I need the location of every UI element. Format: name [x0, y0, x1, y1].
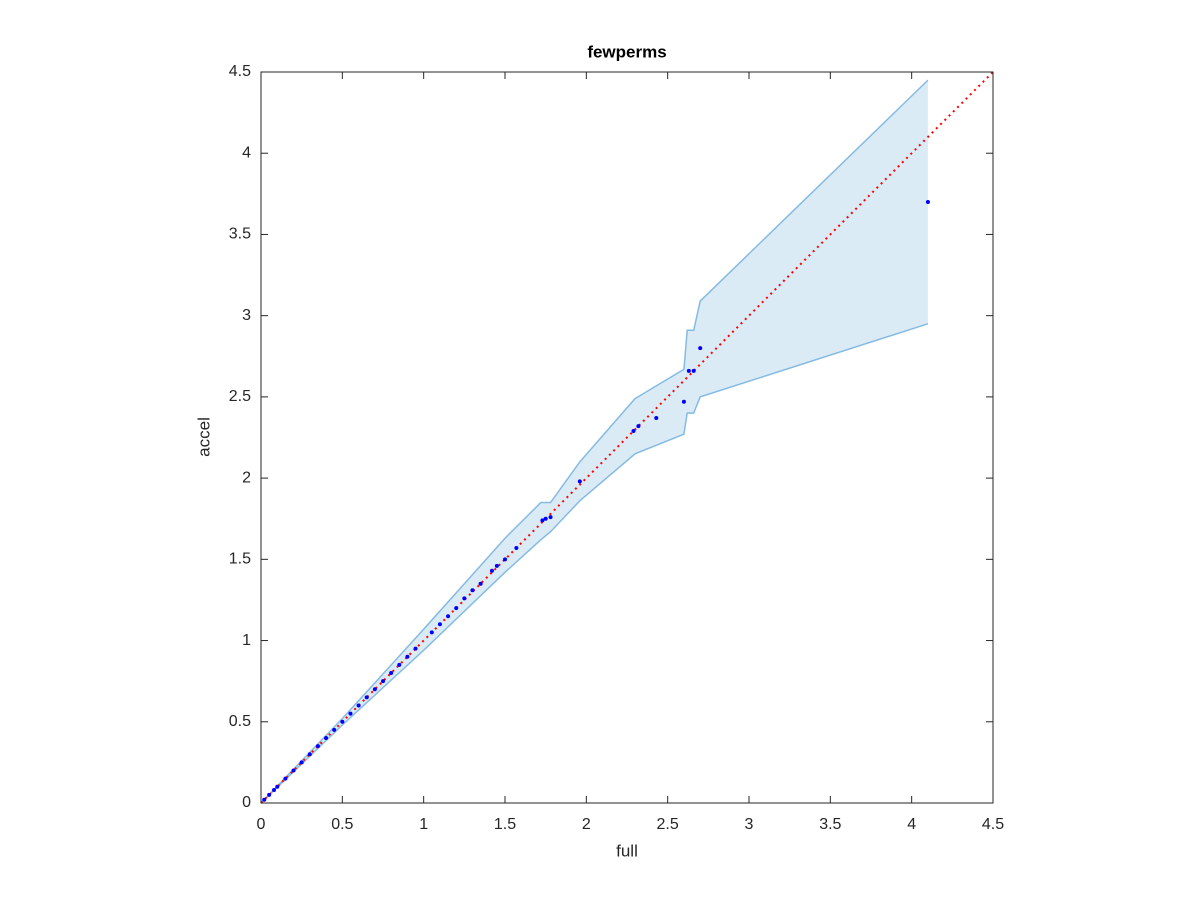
- data-point: [262, 797, 267, 802]
- x-tick-label: 0.5: [331, 816, 353, 833]
- data-point: [413, 646, 418, 651]
- data-point: [925, 199, 930, 204]
- data-point: [698, 346, 703, 351]
- data-point: [283, 776, 288, 781]
- x-tick-label: 2.5: [657, 816, 679, 833]
- data-point: [514, 545, 519, 550]
- data-point: [372, 687, 377, 692]
- y-tick-label: 4: [242, 144, 251, 161]
- data-point: [478, 581, 483, 586]
- data-point: [494, 563, 499, 568]
- data-point: [291, 768, 296, 773]
- data-point: [540, 518, 545, 523]
- data-point: [429, 630, 434, 635]
- data-point: [454, 606, 459, 611]
- y-tick-label: 3.5: [229, 226, 251, 243]
- y-tick-label: 4.5: [229, 63, 251, 80]
- data-point: [272, 788, 277, 793]
- x-tick-label: 0: [257, 816, 266, 833]
- data-point: [332, 727, 337, 732]
- data-point: [654, 416, 659, 421]
- data-point: [577, 479, 582, 484]
- x-tick-label: 3: [745, 816, 754, 833]
- data-point: [446, 614, 451, 619]
- data-point: [462, 596, 467, 601]
- band-edge: [260, 79, 929, 804]
- data-point: [299, 760, 304, 765]
- x-axis-label: full: [616, 841, 638, 860]
- data-point: [686, 368, 691, 373]
- data-point: [397, 662, 402, 667]
- data-point: [267, 792, 272, 797]
- y-tick-label: 1.5: [229, 551, 251, 568]
- data-point: [691, 368, 696, 373]
- data-point: [543, 516, 548, 521]
- data-point: [389, 671, 394, 676]
- y-axis-label: accel: [194, 417, 213, 457]
- x-tick-label: 4.5: [982, 816, 1004, 833]
- chart-title: fewperms: [587, 42, 666, 61]
- data-point: [315, 744, 320, 749]
- x-tick-label: 4: [907, 816, 916, 833]
- data-point: [340, 719, 345, 724]
- x-tick-label: 2: [582, 816, 591, 833]
- y-tick-label: 2: [242, 469, 251, 486]
- data-point: [324, 736, 329, 741]
- data-point: [631, 429, 636, 434]
- y-tick-label: 0.5: [229, 713, 251, 730]
- data-point: [636, 424, 641, 429]
- y-tick-label: 1: [242, 632, 251, 649]
- x-tick-label: 1.5: [494, 816, 516, 833]
- data-point: [381, 679, 385, 684]
- x-tick-label: 3.5: [819, 816, 841, 833]
- data-point: [503, 557, 507, 562]
- y-tick-label: 0: [242, 794, 251, 811]
- data-point: [364, 695, 369, 700]
- band-edge: [260, 323, 929, 804]
- axes-box: [260, 71, 994, 804]
- y-tick-label: 3: [242, 307, 251, 324]
- data-point: [405, 654, 410, 659]
- data-point: [275, 784, 280, 789]
- data-point: [348, 711, 353, 716]
- data-point: [437, 622, 442, 627]
- data-point: [681, 399, 686, 404]
- reference-line: [260, 71, 994, 804]
- confidence-band: [261, 80, 928, 804]
- x-tick-label: 1: [419, 816, 428, 833]
- data-point: [356, 703, 361, 708]
- data-point: [548, 515, 553, 520]
- y-tick-label: 2.5: [229, 388, 251, 405]
- data-point: [470, 588, 475, 593]
- data-point: [307, 752, 312, 757]
- data-point: [489, 568, 494, 573]
